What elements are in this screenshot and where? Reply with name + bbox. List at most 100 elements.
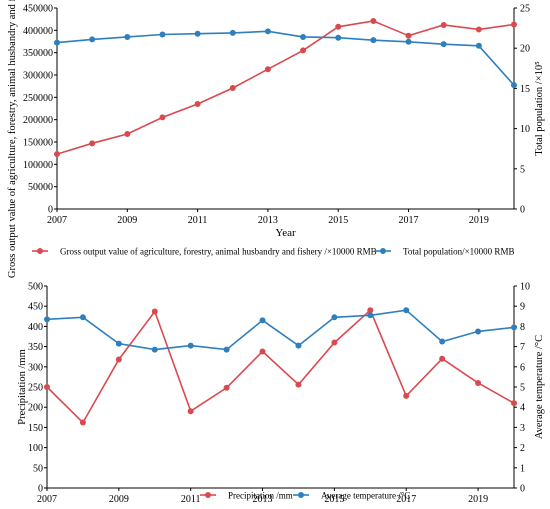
series-2-point xyxy=(331,314,338,321)
series-2-point xyxy=(159,31,166,38)
right-axis-title: Total population /×10⁵ xyxy=(534,61,545,156)
series-1-point xyxy=(115,356,122,363)
left-tick-label: 50 xyxy=(33,463,43,474)
left-tick-label: 100000 xyxy=(23,160,53,171)
left-axis-title: Gross output value of agriculture, fores… xyxy=(7,0,18,278)
x-tick-label: 2009 xyxy=(109,494,129,505)
left-tick-label: 350 xyxy=(28,342,43,353)
series-1-point xyxy=(295,381,302,388)
series-1-point xyxy=(159,114,166,121)
x-tick-label: 2013 xyxy=(253,494,273,505)
series-1-point xyxy=(511,21,517,28)
x-tick-label: 2013 xyxy=(258,215,278,226)
right-tick-label: 5 xyxy=(520,164,525,175)
series-1-point xyxy=(439,355,446,362)
series-2-point xyxy=(44,316,50,323)
legend-marker xyxy=(380,248,386,254)
series-2-point xyxy=(370,37,377,44)
left-axis-title: Precipitation /mm xyxy=(17,349,28,425)
legend-label: Average temperature /°C xyxy=(321,491,410,501)
series-1-point xyxy=(259,348,266,355)
left-tick-label: 250000 xyxy=(23,93,53,104)
series-2-point xyxy=(229,29,236,36)
x-tick-label: 2007 xyxy=(37,494,57,505)
series-1-point xyxy=(264,66,271,73)
series-1-point xyxy=(194,101,201,108)
series-2-point xyxy=(475,42,482,49)
left-tick-label: 200 xyxy=(28,403,43,414)
left-tick-label: 150 xyxy=(28,423,43,434)
x-tick-label: 2015 xyxy=(328,215,348,226)
right-tick-label: 7 xyxy=(520,342,525,353)
series-1-point xyxy=(187,408,194,415)
series-1-point xyxy=(370,17,377,24)
legend-label: Precipitation /mm xyxy=(228,491,293,501)
series-1-point xyxy=(54,151,60,158)
series-2-point xyxy=(405,38,412,45)
right-tick-label: 2 xyxy=(520,443,525,454)
series-1-point xyxy=(300,47,307,54)
series-2-point xyxy=(367,312,374,319)
left-tick-label: 150000 xyxy=(23,138,53,149)
right-tick-label: 9 xyxy=(520,302,525,313)
right-tick-label: 3 xyxy=(520,423,525,434)
left-tick-label: 0 xyxy=(38,484,43,495)
series-2-point xyxy=(187,342,194,349)
series-2-point xyxy=(115,340,122,347)
left-tick-label: 400000 xyxy=(23,26,53,37)
series-1-point xyxy=(367,307,374,314)
series-2-point xyxy=(511,324,517,331)
series-line-1 xyxy=(46,308,515,424)
left-tick-label: 250 xyxy=(28,383,43,394)
left-tick-label: 50000 xyxy=(28,182,53,193)
x-tick-label: 2011 xyxy=(181,494,201,505)
series-2-point xyxy=(223,346,230,353)
series-2-point xyxy=(403,307,410,314)
right-tick-label: 6 xyxy=(520,362,525,373)
right-axis-title: Average temperature /°C xyxy=(534,335,545,439)
x-tick-label: 2019 xyxy=(468,494,488,505)
series-1-point xyxy=(124,130,131,137)
right-tick-label: 10 xyxy=(520,282,530,293)
series-2-point xyxy=(295,342,302,349)
right-tick-label: 15 xyxy=(520,84,530,95)
left-tick-label: 300000 xyxy=(23,71,53,82)
left-tick-label: 0 xyxy=(48,205,53,216)
x-tick-label: 2019 xyxy=(469,215,489,226)
left-tick-label: 100 xyxy=(28,443,43,454)
series-1-point xyxy=(475,379,482,386)
legend-marker xyxy=(205,492,211,498)
series-2-point xyxy=(89,36,96,43)
right-tick-label: 0 xyxy=(520,205,525,216)
right-tick-label: 8 xyxy=(520,322,525,333)
series-1-point xyxy=(405,32,412,39)
right-tick-label: 10 xyxy=(520,124,530,135)
right-tick-label: 0 xyxy=(520,484,525,495)
series-2-point xyxy=(194,30,201,37)
series-1-point xyxy=(151,308,158,315)
series-2-point xyxy=(475,328,482,335)
legend-marker xyxy=(37,248,43,254)
x-tick-label: 2017 xyxy=(399,215,419,226)
series-1-point xyxy=(79,419,86,426)
series-1-point xyxy=(223,384,230,391)
series-2-point xyxy=(151,346,158,353)
series-2-point xyxy=(511,82,517,89)
series-1-point xyxy=(89,140,96,147)
x-tick-label: 2009 xyxy=(117,215,137,226)
left-tick-label: 450 xyxy=(28,302,43,313)
series-1-point xyxy=(511,400,517,407)
series-2-point xyxy=(54,39,60,46)
series-2-point xyxy=(440,41,447,48)
series-1-point xyxy=(331,339,338,346)
series-2-point xyxy=(79,314,86,321)
series-1-point xyxy=(403,392,410,399)
series-2-point xyxy=(259,317,266,324)
series-1-point xyxy=(335,23,342,30)
series-1-point xyxy=(229,84,236,91)
x-axis-title: Year xyxy=(275,227,296,239)
x-tick-label: 2011 xyxy=(188,215,208,226)
left-tick-label: 350000 xyxy=(23,48,53,59)
left-tick-label: 400 xyxy=(28,322,43,333)
